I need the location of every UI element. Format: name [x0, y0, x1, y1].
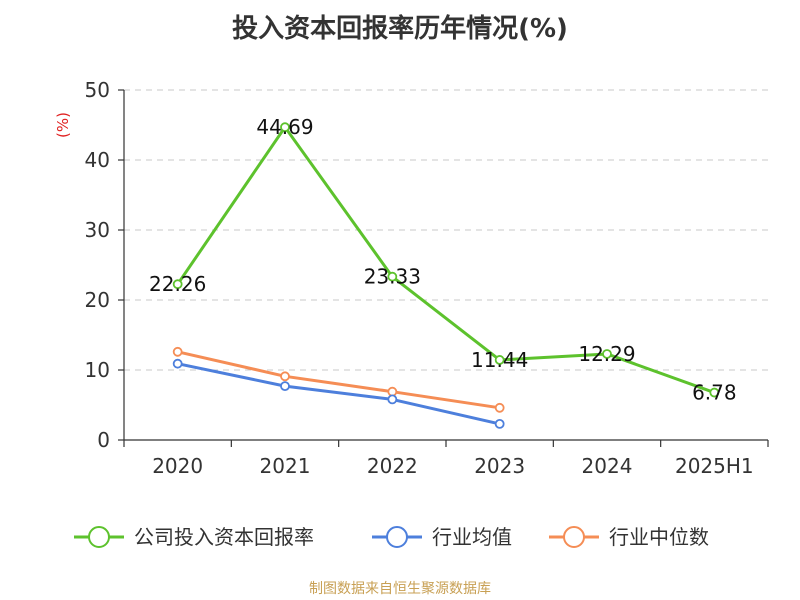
data-label: 12.29	[578, 342, 635, 366]
legend-swatch-marker	[563, 526, 585, 548]
data-point	[172, 346, 183, 357]
series-line	[176, 125, 715, 394]
grid-lines	[124, 89, 768, 371]
data-point	[602, 349, 612, 359]
legend-label: 公司投入资本回报率	[134, 525, 314, 549]
x-tick-label: 2021	[260, 454, 311, 478]
data-label: 22.26	[149, 272, 206, 296]
legend-label: 行业中位数	[609, 525, 709, 549]
y-tick-label: 20	[85, 288, 110, 312]
data-source-note: 制图数据来自恒生聚源数据库	[309, 581, 491, 597]
data-label: 11.44	[471, 348, 528, 372]
x-tick-label: 2023	[474, 454, 525, 478]
data-point	[387, 394, 398, 405]
data-point	[172, 358, 183, 369]
data-point	[709, 387, 720, 398]
data-point	[280, 381, 290, 392]
data-labels: 22.26 44.69 23.33 11.44 12.29 6.78	[149, 115, 737, 404]
series-line	[177, 350, 500, 410]
y-tick-label: 0	[97, 428, 110, 452]
x-tick-label: 2020	[152, 454, 203, 478]
series-lines	[172, 122, 720, 429]
x-tick-label: 2025H1	[675, 454, 754, 478]
data-point	[172, 279, 183, 290]
y-tick-label: 30	[85, 218, 110, 242]
series-line	[177, 362, 501, 426]
x-tick-label: 2022	[367, 454, 418, 478]
y-tick-label: 40	[85, 148, 110, 172]
axes: 0 10 20 30 40 50 (%) 2020 2021 2022 2023 2024 2025H1	[54, 78, 769, 478]
x-tick-label: 2024	[582, 454, 633, 478]
data-label: 44.69	[256, 115, 313, 139]
legend-swatch-marker	[88, 526, 110, 548]
legend-label: 行业均值	[432, 525, 512, 549]
y-tick-label: 50	[85, 78, 110, 102]
data-point	[494, 418, 505, 429]
data-point	[280, 371, 290, 382]
chart-title: 投入资本回报率历年情况(%)	[232, 14, 568, 44]
y-tick-label: 10	[85, 358, 110, 382]
data-label: 6.78	[692, 381, 737, 405]
data-point	[387, 271, 398, 282]
data-point	[494, 355, 505, 365]
y-axis-unit: (%)	[54, 112, 72, 138]
data-point	[280, 122, 290, 133]
legend: 公司投入资本回报率 行业均值 行业中位数	[74, 525, 709, 549]
data-point	[494, 402, 505, 413]
data-label: 23.33	[364, 265, 421, 289]
legend-swatch-marker	[386, 526, 408, 548]
